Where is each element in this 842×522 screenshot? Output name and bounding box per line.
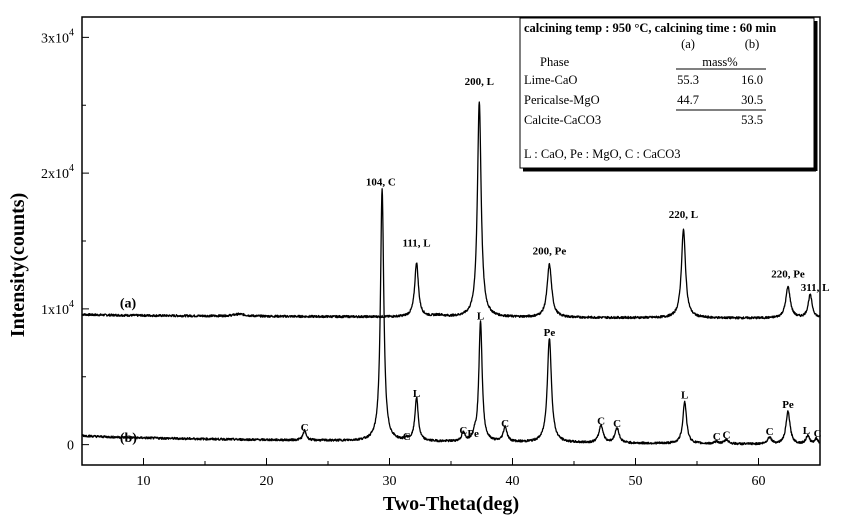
inset-unit-header: mass% <box>702 55 737 69</box>
inset-row-3-phase: Calcite-CaCO3 <box>524 113 601 127</box>
peak-label: 200, Pe <box>533 246 567 258</box>
inset-row-1-b: 16.0 <box>741 73 763 87</box>
peak-label: C <box>501 418 509 430</box>
series-label-b: (b) <box>120 431 137 446</box>
y-tick-label: 0 <box>67 439 74 454</box>
series-label-a: (a) <box>120 296 137 311</box>
peak-label: L <box>681 389 688 401</box>
peak-label: C <box>814 428 822 440</box>
peak-label: 220, Pe <box>771 269 805 281</box>
y-tick-label: 1x104 <box>41 299 74 318</box>
inset-table: calcining temp : 950 °C, calcining time … <box>519 17 818 172</box>
peak-label: Pe <box>544 327 556 339</box>
peak-label: Pe <box>467 428 479 440</box>
peak-label: C <box>613 418 621 430</box>
y-tick-label: 3x104 <box>41 27 74 46</box>
inset-footnote: L : CaO, Pe : MgO, C : CaCO3 <box>524 147 680 161</box>
peak-label: C <box>713 431 721 443</box>
y-axis: 0 1x104 2x104 3x104 <box>41 27 89 454</box>
inset-col-a: (a) <box>681 37 695 51</box>
peak-label: L <box>477 311 484 323</box>
peak-label: C <box>766 426 774 438</box>
inset-title: calcining temp : 950 °C, calcining time … <box>524 21 776 35</box>
inset-col-b: (b) <box>745 37 760 51</box>
inset-row-1-phase: Lime-CaO <box>524 73 577 87</box>
inset-phase-header: Phase <box>540 55 570 69</box>
peak-label: C <box>403 431 411 443</box>
x-tick-label: 20 <box>260 474 274 489</box>
x-tick-label: 60 <box>752 474 766 489</box>
y-axis-title: Intensity(counts) <box>7 193 29 337</box>
peak-annotations: 104, C 111, L 200, L 200, Pe 220, L 220, Pe31… <box>301 76 830 443</box>
x-tick-label: 10 <box>137 474 151 489</box>
peak-label: 220, L <box>669 209 698 221</box>
x-tick-label: 30 <box>383 474 397 489</box>
peak-label: C <box>723 430 731 442</box>
inset-row-1-a: 55.3 <box>677 73 699 87</box>
peak-label: C <box>301 422 309 434</box>
series-line-a <box>81 101 821 320</box>
peak-label: L <box>803 425 810 437</box>
inset-row-3-b: 53.5 <box>741 113 763 127</box>
x-tick-label: 50 <box>629 474 643 489</box>
x-tick-label: 40 <box>506 474 520 489</box>
inset-row-2-a: 44.7 <box>677 93 699 107</box>
peak-label: C <box>597 415 605 427</box>
peak-label: 200, L <box>465 76 494 88</box>
x-axis-title: Two-Theta(deg) <box>383 493 519 515</box>
peak-label: 104, C <box>366 176 396 188</box>
inset-row-2-b: 30.5 <box>741 93 763 107</box>
inset-row-2-phase: Pericalse-MgO <box>524 93 600 107</box>
inset-frame <box>519 17 815 169</box>
peak-label: Pe <box>782 399 794 411</box>
series-line-b <box>81 188 821 446</box>
peak-label: 111, L <box>402 237 430 249</box>
y-tick-label: 2x104 <box>41 163 74 182</box>
peak-label: C <box>459 425 467 437</box>
peak-label: 311, L <box>801 282 830 294</box>
peak-label: L <box>413 388 420 400</box>
x-axis: 10 20 30 40 50 60 <box>81 458 821 489</box>
